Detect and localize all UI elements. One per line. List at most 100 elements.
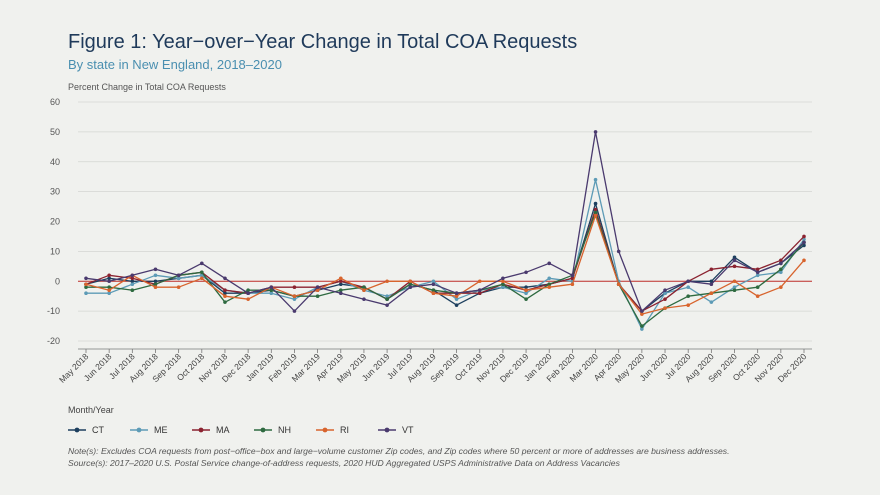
data-point-ct — [524, 285, 528, 290]
data-point-ri — [408, 279, 413, 284]
data-point-ri — [547, 285, 552, 290]
data-point-me — [84, 291, 88, 296]
data-point-ct — [130, 279, 135, 284]
data-point-ct — [732, 255, 737, 260]
data-point-ma — [477, 291, 482, 296]
legend-label: MA — [216, 425, 230, 435]
data-point-me — [547, 276, 552, 281]
y-tick-label: 10 — [50, 246, 60, 256]
data-point-vt — [130, 273, 135, 278]
data-point-vt — [802, 240, 806, 245]
data-point-ct — [153, 279, 158, 284]
data-point-nh — [130, 288, 135, 293]
data-point-vt — [385, 303, 389, 307]
data-point-ri — [709, 291, 714, 296]
data-point-nh — [223, 300, 227, 304]
legend-label: VT — [402, 425, 414, 435]
data-point-ct — [223, 291, 227, 296]
data-point-ri — [686, 303, 690, 307]
legend-item-vt: VT — [378, 425, 440, 435]
data-point-ri — [315, 288, 320, 293]
legend-label: ME — [154, 425, 168, 435]
data-point-ri — [385, 279, 389, 284]
data-point-ri — [802, 258, 806, 263]
data-point-nh — [107, 285, 111, 290]
data-point-vt — [570, 273, 575, 278]
data-point-me — [501, 285, 505, 290]
data-point-me — [709, 300, 714, 304]
y-tick-label: 40 — [50, 157, 60, 167]
data-point-ma — [732, 264, 737, 269]
y-tick-label: 20 — [50, 217, 60, 227]
data-point-ri — [292, 294, 297, 298]
data-point-vt — [338, 291, 343, 296]
data-point-ma — [593, 207, 598, 212]
data-point-me — [431, 279, 436, 284]
data-point-vt — [709, 282, 714, 287]
data-point-ri — [431, 291, 436, 296]
data-point-ri — [570, 282, 575, 287]
data-point-vt — [454, 291, 459, 296]
data-point-me — [732, 285, 737, 290]
series-line-ma — [85, 208, 805, 312]
data-point-me — [640, 327, 644, 331]
data-point-ri — [477, 279, 482, 284]
data-point-me — [176, 276, 181, 281]
y-tick-label: 50 — [50, 127, 60, 137]
legend-label: RI — [340, 425, 349, 435]
data-point-ri — [176, 285, 181, 290]
y-axis-label: Percent Change in Total COA Requests — [68, 82, 226, 92]
data-point-ma — [338, 279, 343, 284]
data-point-ri — [362, 288, 366, 293]
data-point-me — [130, 282, 135, 287]
data-point-nh — [200, 270, 204, 275]
data-point-nh — [501, 282, 505, 287]
data-point-me — [153, 273, 158, 278]
data-point-me — [107, 291, 111, 296]
data-point-nh — [732, 288, 737, 293]
data-point-me — [779, 270, 783, 275]
data-point-vt — [686, 279, 690, 284]
data-point-ct — [338, 282, 343, 287]
data-point-vt — [524, 270, 528, 275]
data-point-vt — [616, 249, 621, 254]
data-point-nh — [84, 285, 88, 290]
data-point-vt — [315, 285, 320, 290]
data-point-ma — [107, 273, 111, 278]
chart-subtitle: By state in New England, 2018–2020 — [68, 57, 282, 72]
data-point-nh — [246, 288, 250, 293]
data-point-ct — [802, 243, 806, 248]
data-point-ri — [246, 297, 250, 301]
data-point-nh — [338, 288, 343, 293]
data-point-vt — [107, 279, 111, 284]
data-point-nh — [640, 324, 644, 328]
data-point-me — [802, 237, 806, 242]
data-point-ri — [153, 285, 158, 290]
data-point-nh — [431, 288, 436, 293]
series-line-nh — [86, 211, 805, 327]
series-line-ri — [85, 214, 805, 315]
data-point-ma — [223, 288, 227, 293]
data-point-vt — [223, 276, 227, 281]
data-point-me — [593, 177, 598, 182]
data-point-ri — [524, 288, 528, 293]
data-point-ri — [616, 282, 621, 287]
data-point-ct — [593, 201, 598, 206]
legend-item-ma: MA — [192, 425, 254, 435]
data-point-vt — [477, 288, 482, 293]
data-point-ct — [454, 303, 459, 307]
series-line-me — [86, 179, 805, 330]
data-point-ma — [709, 267, 714, 272]
data-point-vt — [640, 309, 644, 313]
data-point-nh — [593, 210, 598, 215]
y-tick-label: -20 — [47, 336, 60, 346]
data-point-ri — [200, 276, 204, 281]
data-point-nh — [547, 282, 552, 287]
data-point-vt — [732, 258, 737, 263]
data-point-vt — [501, 276, 505, 281]
x-axis-label: Month/Year — [68, 405, 114, 415]
data-point-ma — [802, 234, 806, 239]
data-point-ma — [779, 258, 783, 263]
data-point-vt — [362, 297, 366, 301]
data-point-me — [686, 285, 690, 290]
